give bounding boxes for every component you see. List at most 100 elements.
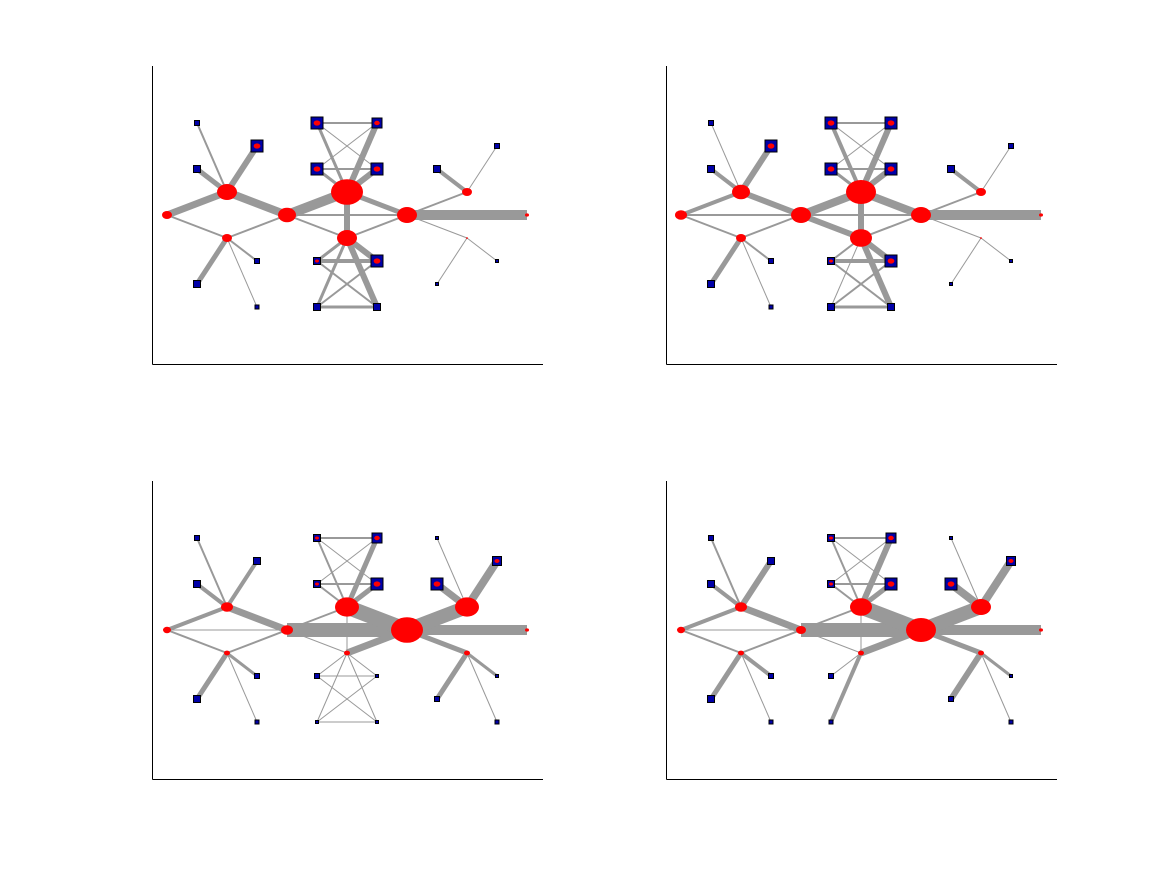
edge-A1-T3 [225,559,259,609]
flow-node-C1 [846,180,876,204]
edge-A2-B2 [740,652,772,723]
box-node-T1 [194,535,200,541]
box-node-T3 [767,557,775,565]
flow-node-C1 [335,597,359,617]
box-node-marker-Q2 [887,258,895,264]
edge-D2-V1 [950,237,982,285]
box-node-marker-P1 [829,536,833,540]
flow-node-M1 [791,207,811,223]
box-node-Q4 [887,303,895,311]
flow-node-A1 [732,184,750,200]
flow-node-M1 [796,626,806,634]
network-panel-bottom-left [152,481,543,780]
edge-C2-Q1 [316,652,348,677]
box-node-U1 [947,165,955,173]
edge-P2-P3 [830,537,892,585]
flow-node-D1 [462,188,472,196]
edge-A1-T3 [224,144,260,194]
edge-M1-C2 [286,214,348,239]
box-node-marker-P1 [315,536,319,540]
box-node-V3 [495,674,499,678]
box-node-Q4 [373,303,381,311]
box-node-V1 [949,282,953,286]
box-node-V1 [948,696,954,702]
box-node-marker-Q1 [315,259,319,263]
flow-node-D2 [466,237,468,239]
edge-L-A2 [166,214,228,239]
edge-D2-V2 [980,237,1012,262]
edge-D1-U4 [977,558,1015,610]
flow-node-A1 [221,602,233,612]
box-node-marker-P3 [829,582,833,586]
edge-D2-V2 [466,237,498,262]
box-node-B3 [768,258,774,264]
edge-R-D1 [406,191,468,216]
flow-node-E [525,213,529,217]
edge-C2-Q3 [829,652,863,723]
edge-A2-B2 [740,237,772,308]
box-node-T1 [194,120,200,126]
box-node-marker-U3 [433,581,441,587]
edge-R-D1 [920,191,982,216]
box-node-marker-Q2 [373,258,381,264]
flow-node-R [397,207,417,223]
edge-A1-M1 [739,603,803,634]
edge-A2-M1 [226,629,288,654]
box-node-marker-P3 [315,582,319,586]
edge-A2-B2 [226,237,258,308]
box-node-T2 [707,580,715,588]
flow-node-L [162,211,172,219]
box-node-T2 [193,165,201,173]
flow-node-C2 [337,230,357,246]
edge-D2-V2 [980,652,1012,723]
edge-D1-U2 [980,145,1012,193]
box-node-U2 [1008,143,1014,149]
box-node-marker-U4 [1008,559,1014,563]
box-node-marker-P1 [827,120,835,126]
box-node-V1 [435,282,439,286]
flow-node-E [1039,628,1043,632]
box-node-U1 [433,165,441,173]
network-panel-top-left [152,66,543,365]
box-node-U1 [435,536,439,540]
edge-A2-B1 [194,651,230,701]
box-node-B1 [707,695,715,703]
flow-node-A2 [738,650,744,656]
flow-node-D1 [971,599,991,615]
edge-A1-M1 [225,188,289,219]
flow-node-D1 [976,188,986,196]
box-node-V1 [434,696,440,702]
edge-Q2-Q3 [316,675,378,723]
box-node-Q3 [827,303,835,311]
flow-node-C1 [850,598,872,616]
box-node-Q1 [828,673,834,679]
box-node-marker-T3 [253,143,261,149]
box-node-marker-P4 [887,166,895,172]
box-node-V2 [1009,259,1013,263]
edge-L-A1 [680,605,742,632]
box-node-B1 [193,695,201,703]
box-node-marker-Q1 [829,259,833,263]
edge-A1-T3 [738,144,774,194]
edge-D2-V2 [466,652,498,723]
flow-node-R [906,618,936,642]
box-node-B3 [768,673,774,679]
edge-L-A2 [680,629,742,654]
box-node-B2 [768,304,774,310]
flow-node-D1 [455,597,479,617]
flow-node-L [163,626,171,634]
box-node-Q1 [314,673,320,679]
box-node-Q4 [375,720,379,724]
flow-node-R [911,207,931,223]
box-node-marker-T3 [767,143,775,149]
edge-P2-P3 [830,122,892,170]
box-node-marker-U3 [947,581,955,587]
box-node-B1 [193,280,201,288]
box-node-T3 [253,557,261,565]
edge-A2-B1 [708,651,744,701]
flow-node-D2 [980,237,982,239]
edge-D2-V1 [434,651,470,701]
box-node-marker-P2 [887,120,895,126]
box-node-Q3 [828,719,834,725]
